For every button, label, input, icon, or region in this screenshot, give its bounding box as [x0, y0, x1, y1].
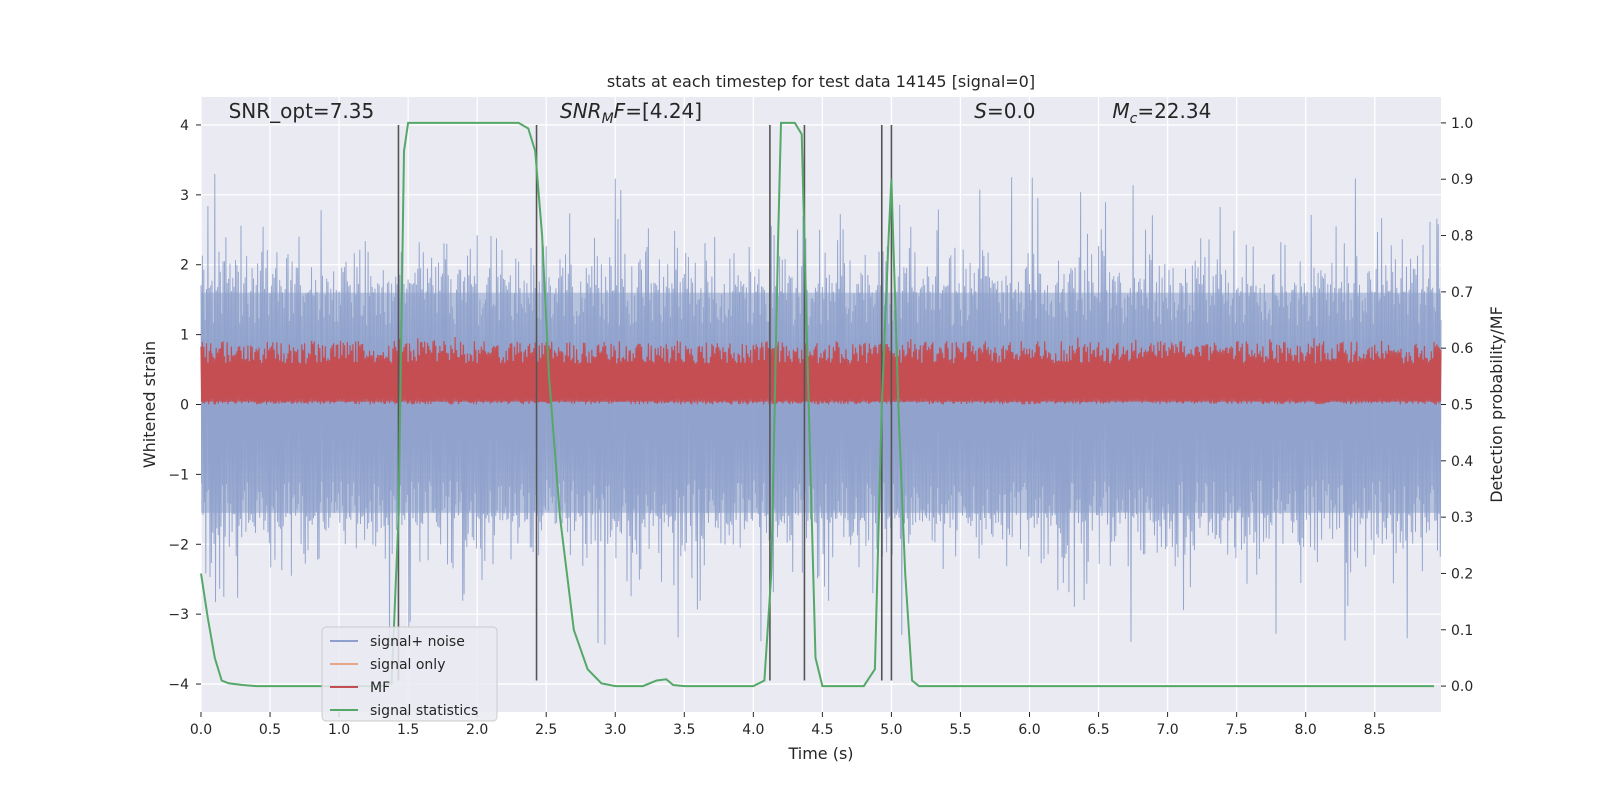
legend-label: signal statistics [370, 703, 478, 719]
annotation-part: M [602, 111, 614, 127]
y-left-axis-ticks: −4 −3 −2 −1 0 1 2 3 4 [168, 118, 201, 693]
x-tick-label: 0.0 [190, 722, 212, 738]
y-right-tick-label: 0.0 [1451, 679, 1473, 695]
legend-label: signal only [370, 657, 445, 673]
x-tick-label: 4.5 [811, 722, 833, 738]
annotation-text: SNR_opt=7.35 [229, 99, 375, 123]
legend: signal+ noise signal only MF signal statist… [321, 626, 498, 722]
annotation-part: c [1130, 111, 1138, 127]
annotation-part: SNR_opt=7.35 [229, 99, 375, 123]
annotation-part: F [614, 99, 626, 123]
y-left-tick-label: 3 [180, 188, 189, 204]
annotation-part: SNR [560, 99, 602, 123]
y-left-axis-label: Whitened strain [140, 341, 159, 468]
x-tick-label: 7.5 [1226, 722, 1248, 738]
y-left-tick-label: −3 [168, 607, 189, 623]
y-right-tick-label: 0.8 [1451, 229, 1473, 245]
y-right-axis-label: Detection probability/MF [1487, 306, 1506, 503]
chart-title: stats at each timestep for test data 141… [607, 72, 1035, 91]
x-tick-label: 7.0 [1156, 722, 1178, 738]
y-left-tick-label: 4 [180, 118, 189, 134]
y-right-tick-label: 0.7 [1451, 285, 1473, 301]
x-tick-label: 8.0 [1295, 722, 1317, 738]
annotation-part: S [974, 99, 987, 123]
x-tick-label: 8.5 [1364, 722, 1386, 738]
annotation-part: =[4.24] [625, 99, 702, 123]
y-right-tick-label: 0.5 [1451, 398, 1473, 414]
y-right-tick-label: 1.0 [1451, 116, 1473, 132]
annotation-text: Mc=22.34 [1112, 99, 1211, 127]
mf-series [200, 336, 1442, 405]
y-right-tick-label: 0.3 [1451, 510, 1473, 526]
y-left-tick-label: 0 [180, 398, 189, 414]
y-left-tick-label: −1 [168, 467, 189, 483]
y-right-axis-ticks: 0.0 0.1 0.2 0.3 0.4 0.5 0.6 0.7 0.8 0.9 1.0 [1441, 116, 1473, 695]
annotation-text: SNRMF=[4.24] [560, 99, 702, 127]
x-tick-label: 0.5 [259, 722, 281, 738]
x-axis-label: Time (s) [787, 744, 853, 763]
annotations: SNR_opt=7.35 SNRMF=[4.24] S=0.0 Mc=22.34 [229, 99, 1212, 127]
signal-noise-line [200, 173, 1442, 647]
legend-label: signal+ noise [370, 634, 465, 650]
annotation-part: =22.34 [1137, 99, 1211, 123]
x-axis-ticks: 0.0 0.5 1.0 1.5 2.0 2.5 3.0 3.5 4.0 4.5 5.0 5.5 6.0 6… [190, 712, 1386, 738]
x-tick-label: 2.0 [466, 722, 488, 738]
legend-box [321, 626, 498, 722]
y-right-tick-label: 0.4 [1451, 454, 1473, 470]
x-tick-label: 5.0 [880, 722, 902, 738]
x-tick-label: 1.0 [328, 722, 350, 738]
y-left-tick-label: 1 [180, 328, 189, 344]
x-tick-label: 5.5 [949, 722, 971, 738]
x-tick-label: 2.5 [535, 722, 557, 738]
y-left-tick-label: −4 [168, 677, 189, 693]
x-tick-label: 3.0 [604, 722, 626, 738]
y-right-tick-label: 0.2 [1451, 566, 1473, 582]
mf-line [200, 336, 1442, 405]
y-left-tick-label: 2 [180, 258, 189, 274]
x-tick-label: 6.5 [1087, 722, 1109, 738]
y-right-tick-label: 0.1 [1451, 623, 1473, 639]
x-tick-label: 4.0 [742, 722, 764, 738]
x-tick-label: 1.5 [397, 722, 419, 738]
x-tick-label: 6.0 [1018, 722, 1040, 738]
annotation-part: M [1112, 99, 1129, 123]
annotation-text: S=0.0 [974, 99, 1035, 123]
y-right-tick-label: 0.9 [1451, 172, 1473, 188]
legend-label: MF [370, 680, 390, 696]
y-left-tick-label: −2 [168, 537, 189, 553]
x-tick-label: 3.5 [673, 722, 695, 738]
annotation-part: =0.0 [987, 99, 1036, 123]
y-right-tick-label: 0.6 [1451, 341, 1473, 357]
